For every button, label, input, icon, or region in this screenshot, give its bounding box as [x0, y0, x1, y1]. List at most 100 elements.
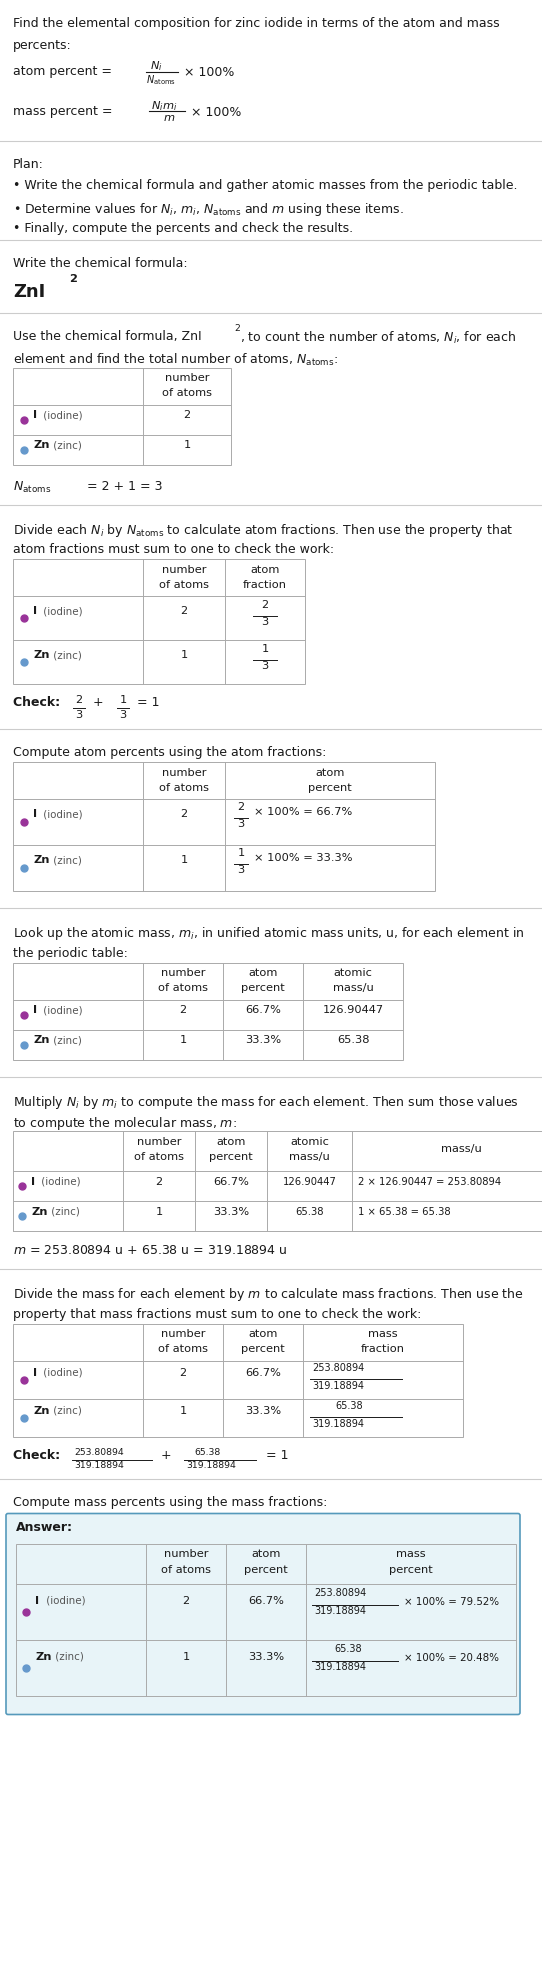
Text: atom: atom — [248, 967, 278, 977]
Text: Look up the atomic mass, $m_i$, in unified atomic mass units, u, for each elemen: Look up the atomic mass, $m_i$, in unifi… — [13, 926, 525, 941]
Text: = 1: = 1 — [262, 1449, 288, 1461]
Text: 66.7%: 66.7% — [248, 1596, 284, 1605]
Text: × 100%: × 100% — [191, 105, 241, 119]
Text: number: number — [165, 373, 209, 383]
Text: 2 × 126.90447 = 253.80894: 2 × 126.90447 = 253.80894 — [358, 1177, 501, 1187]
Text: number: number — [164, 1550, 208, 1560]
Text: number: number — [137, 1136, 181, 1146]
Text: 1: 1 — [183, 440, 191, 450]
Text: Zn: Zn — [33, 1035, 49, 1045]
Text: atomic: atomic — [333, 967, 372, 977]
Text: ZnI: ZnI — [13, 283, 45, 301]
Text: +: + — [89, 696, 108, 710]
Text: fraction: fraction — [243, 579, 287, 589]
Text: mass: mass — [368, 1330, 398, 1340]
Text: 126.90447: 126.90447 — [322, 1005, 384, 1015]
FancyBboxPatch shape — [6, 1514, 520, 1714]
Text: I: I — [33, 1368, 37, 1377]
Text: 65.38: 65.38 — [335, 1401, 363, 1411]
Bar — [16, 1544, 516, 1695]
Text: × 100%: × 100% — [184, 65, 234, 79]
Text: Zn: Zn — [31, 1207, 48, 1217]
Text: 2: 2 — [183, 1596, 190, 1605]
Text: (iodine): (iodine) — [41, 410, 83, 420]
Text: $N_\mathrm{atoms}$: $N_\mathrm{atoms}$ — [13, 480, 51, 496]
Text: 33.3%: 33.3% — [245, 1405, 281, 1415]
Text: number: number — [162, 767, 207, 777]
Text: percent: percent — [209, 1152, 253, 1161]
Text: I: I — [33, 606, 37, 616]
Text: 2: 2 — [180, 606, 188, 616]
Text: Divide the mass for each element by $m$ to calculate mass fractions. Then use th: Divide the mass for each element by $m$ … — [13, 1286, 524, 1302]
Text: atom percent =: atom percent = — [13, 65, 116, 79]
Text: 2: 2 — [179, 1005, 186, 1015]
Text: Answer:: Answer: — [16, 1520, 73, 1534]
Text: 3: 3 — [261, 660, 269, 670]
Text: Zn: Zn — [33, 854, 49, 864]
Text: 319.18894: 319.18894 — [312, 1419, 364, 1429]
Text: 1: 1 — [179, 1405, 186, 1415]
Text: 2: 2 — [69, 274, 77, 283]
Text: (iodine): (iodine) — [41, 1368, 83, 1377]
Text: × 100% = 20.48%: × 100% = 20.48% — [404, 1653, 499, 1663]
Text: 3: 3 — [119, 710, 127, 719]
Text: 65.38: 65.38 — [334, 1643, 362, 1653]
Text: (zinc): (zinc) — [50, 1035, 82, 1045]
Text: mass/u: mass/u — [441, 1144, 481, 1154]
Text: 253.80894: 253.80894 — [74, 1447, 124, 1457]
Text: percents:: percents: — [13, 38, 72, 52]
Text: atom: atom — [251, 1550, 281, 1560]
Text: 319.18894: 319.18894 — [312, 1381, 364, 1391]
Text: atom: atom — [315, 767, 345, 777]
Text: $m$ = 253.80894 u + 65.38 u = 319.18894 u: $m$ = 253.80894 u + 65.38 u = 319.18894 … — [13, 1245, 288, 1257]
Text: × 100% = 66.7%: × 100% = 66.7% — [254, 807, 352, 817]
Text: of atoms: of atoms — [159, 579, 209, 589]
Text: I: I — [35, 1596, 39, 1605]
Text: atom: atom — [248, 1330, 278, 1340]
Text: = 1: = 1 — [133, 696, 159, 710]
Text: 1 × 65.38 = 65.38: 1 × 65.38 = 65.38 — [358, 1207, 450, 1217]
Text: × 100% = 79.52%: × 100% = 79.52% — [404, 1596, 499, 1607]
Text: (zinc): (zinc) — [50, 440, 82, 450]
Bar — [13, 559, 305, 684]
Text: $N_i$: $N_i$ — [150, 59, 163, 73]
Text: (iodine): (iodine) — [41, 809, 83, 819]
Bar — [13, 1324, 463, 1437]
Text: (zinc): (zinc) — [53, 1651, 85, 1661]
Text: 2: 2 — [156, 1177, 163, 1187]
Text: 319.18894: 319.18894 — [314, 1605, 366, 1615]
Text: percent: percent — [389, 1564, 433, 1574]
Text: 1: 1 — [180, 854, 188, 864]
Text: Compute mass percents using the mass fractions:: Compute mass percents using the mass fra… — [13, 1496, 327, 1508]
Bar — [13, 761, 435, 892]
Text: 319.18894: 319.18894 — [186, 1461, 236, 1471]
Text: mass: mass — [396, 1550, 426, 1560]
Text: (iodine): (iodine) — [38, 1177, 81, 1187]
Text: 2: 2 — [235, 323, 240, 333]
Text: of atoms: of atoms — [162, 388, 212, 398]
Text: percent: percent — [241, 983, 285, 993]
Text: the periodic table:: the periodic table: — [13, 947, 128, 959]
Text: Compute atom percents using the atom fractions:: Compute atom percents using the atom fra… — [13, 745, 326, 759]
Text: Write the chemical formula:: Write the chemical formula: — [13, 258, 188, 270]
Text: I: I — [33, 410, 37, 420]
Text: 2: 2 — [183, 410, 191, 420]
Text: 1: 1 — [180, 650, 188, 660]
Bar — [13, 367, 231, 464]
Text: fraction: fraction — [361, 1344, 405, 1354]
Text: 2: 2 — [179, 1368, 186, 1377]
Text: $N_i m_i$: $N_i m_i$ — [151, 99, 177, 113]
Text: 65.38: 65.38 — [295, 1207, 324, 1217]
Text: atom fractions must sum to one to check the work:: atom fractions must sum to one to check … — [13, 543, 334, 557]
Text: of atoms: of atoms — [158, 1344, 208, 1354]
Text: 66.7%: 66.7% — [213, 1177, 249, 1187]
Text: • Write the chemical formula and gather atomic masses from the periodic table.: • Write the chemical formula and gather … — [13, 178, 518, 192]
Text: (zinc): (zinc) — [50, 650, 82, 660]
Text: (iodine): (iodine) — [42, 1596, 85, 1605]
Text: property that mass fractions must sum to one to check the work:: property that mass fractions must sum to… — [13, 1308, 421, 1320]
Text: Check:: Check: — [13, 1449, 64, 1461]
Text: number: number — [161, 967, 205, 977]
Text: • Determine values for $N_i$, $m_i$, $N_\mathrm{atoms}$ and $m$ using these item: • Determine values for $N_i$, $m_i$, $N_… — [13, 200, 404, 218]
Text: Zn: Zn — [33, 440, 49, 450]
Text: 319.18894: 319.18894 — [314, 1663, 366, 1673]
